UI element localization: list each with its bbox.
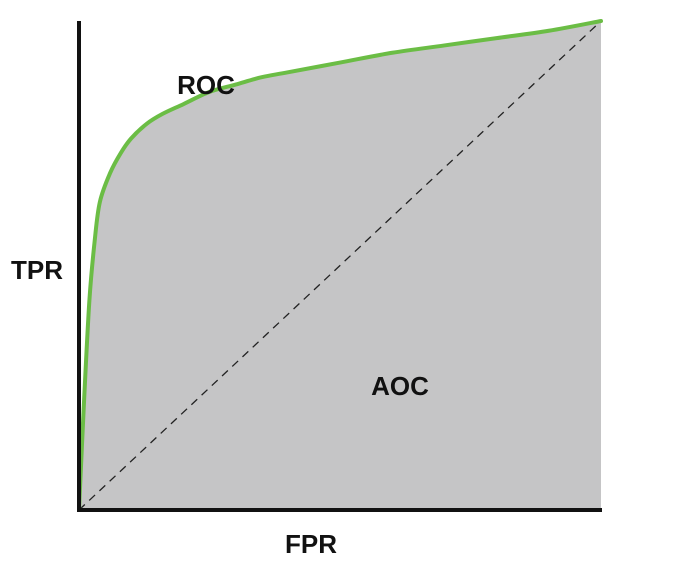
chance-diagonal-line	[78, 20, 602, 511]
y-axis-label: TPR	[11, 255, 63, 285]
roc-annotation: ROC	[177, 70, 235, 100]
roc-curve-line	[77, 19, 603, 512]
aoc-annotation: AOC	[371, 371, 429, 401]
x-axis-label: FPR	[285, 529, 337, 559]
